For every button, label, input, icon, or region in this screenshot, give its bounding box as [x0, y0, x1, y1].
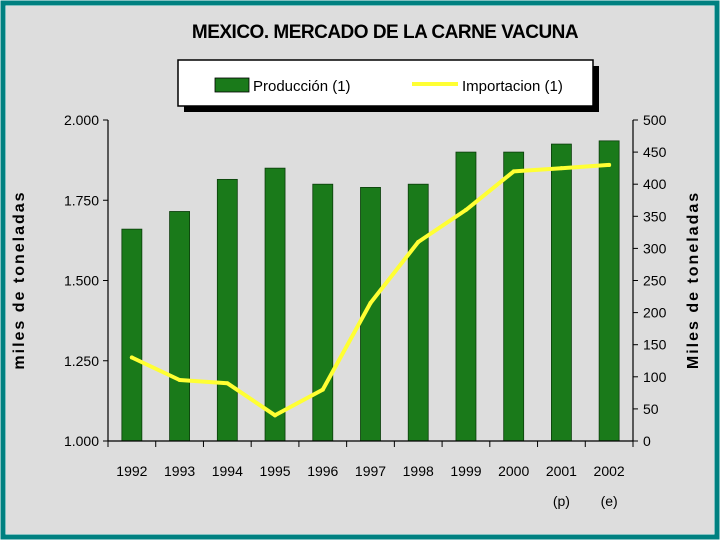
importacion-point-1993 — [177, 378, 182, 383]
x-tick-label: 2002 — [594, 463, 625, 479]
importacion-point-2000 — [511, 169, 516, 174]
x-tick-label: 1999 — [450, 463, 481, 479]
x-tick-label: 1997 — [355, 463, 386, 479]
y2-tick-label: 150 — [643, 337, 667, 353]
x-tick-sublabel: (e) — [601, 493, 618, 509]
importacion-point-1998 — [416, 239, 421, 244]
y-tick-label: 1.500 — [64, 273, 99, 289]
bar-1996 — [312, 183, 334, 442]
y2-tick-label: 100 — [643, 369, 667, 385]
x-tick-label: 1998 — [403, 463, 434, 479]
legend-label-importacion: Importacion (1) — [462, 78, 563, 95]
legend-swatch-bar — [214, 77, 250, 93]
y2-tick-label: 300 — [643, 240, 667, 256]
bar-1995 — [264, 167, 286, 442]
x-tick-label: 1994 — [212, 463, 243, 479]
y2-tick-label: 450 — [643, 144, 667, 160]
bar-2000 — [503, 151, 525, 442]
bar-2001 — [551, 143, 572, 442]
bar-2002 — [598, 140, 620, 442]
y-axis-title: miles de toneladas — [11, 190, 28, 369]
x-tick-sublabel: (p) — [553, 493, 570, 509]
x-tick-label: 1996 — [307, 463, 338, 479]
y-tick-label: 1.000 — [64, 433, 99, 449]
x-tick-label: 2001 — [546, 463, 577, 479]
importacion-point-1994 — [225, 381, 230, 386]
y2-tick-label: 200 — [643, 305, 667, 321]
importacion-point-1996 — [320, 387, 325, 392]
bar-1993 — [169, 211, 190, 442]
importacion-point-2002 — [607, 162, 612, 167]
bar-1999 — [455, 151, 477, 442]
y-tick-label: 2.000 — [64, 112, 99, 128]
x-tick-label: 1995 — [259, 463, 290, 479]
x-tick-label: 1993 — [164, 463, 195, 479]
importacion-point-1997 — [368, 300, 373, 305]
y2-tick-label: 0 — [643, 433, 651, 449]
y-tick-label: 1.250 — [64, 353, 99, 369]
legend-label-produccion: Producción (1) — [253, 78, 351, 95]
bar-1992 — [121, 228, 143, 442]
x-tick-label: 2000 — [498, 463, 529, 479]
y2-tick-label: 50 — [643, 401, 659, 417]
y2-tick-label: 250 — [643, 273, 667, 289]
importacion-point-1995 — [273, 413, 278, 418]
bar-1998 — [407, 183, 429, 442]
y2-tick-label: 500 — [643, 112, 667, 128]
bar-1994 — [216, 178, 238, 442]
importacion-point-1999 — [463, 207, 468, 212]
y2-tick-label: 400 — [643, 176, 667, 192]
legend: Producción (1) Importacion (1) — [177, 59, 599, 112]
plot-area: 1.0001.2501.5001.7502.000050100150200250… — [64, 112, 667, 509]
chart-title: MEXICO. MERCADO DE LA CARNE VACUNA — [192, 22, 579, 43]
y-tick-label: 1.750 — [64, 192, 99, 208]
x-tick-label: 1992 — [116, 463, 147, 479]
importacion-point-1992 — [129, 355, 134, 360]
y2-tick-label: 350 — [643, 208, 667, 224]
y2-axis-title: Miles de toneladas — [685, 191, 702, 369]
importacion-point-2001 — [559, 166, 564, 171]
